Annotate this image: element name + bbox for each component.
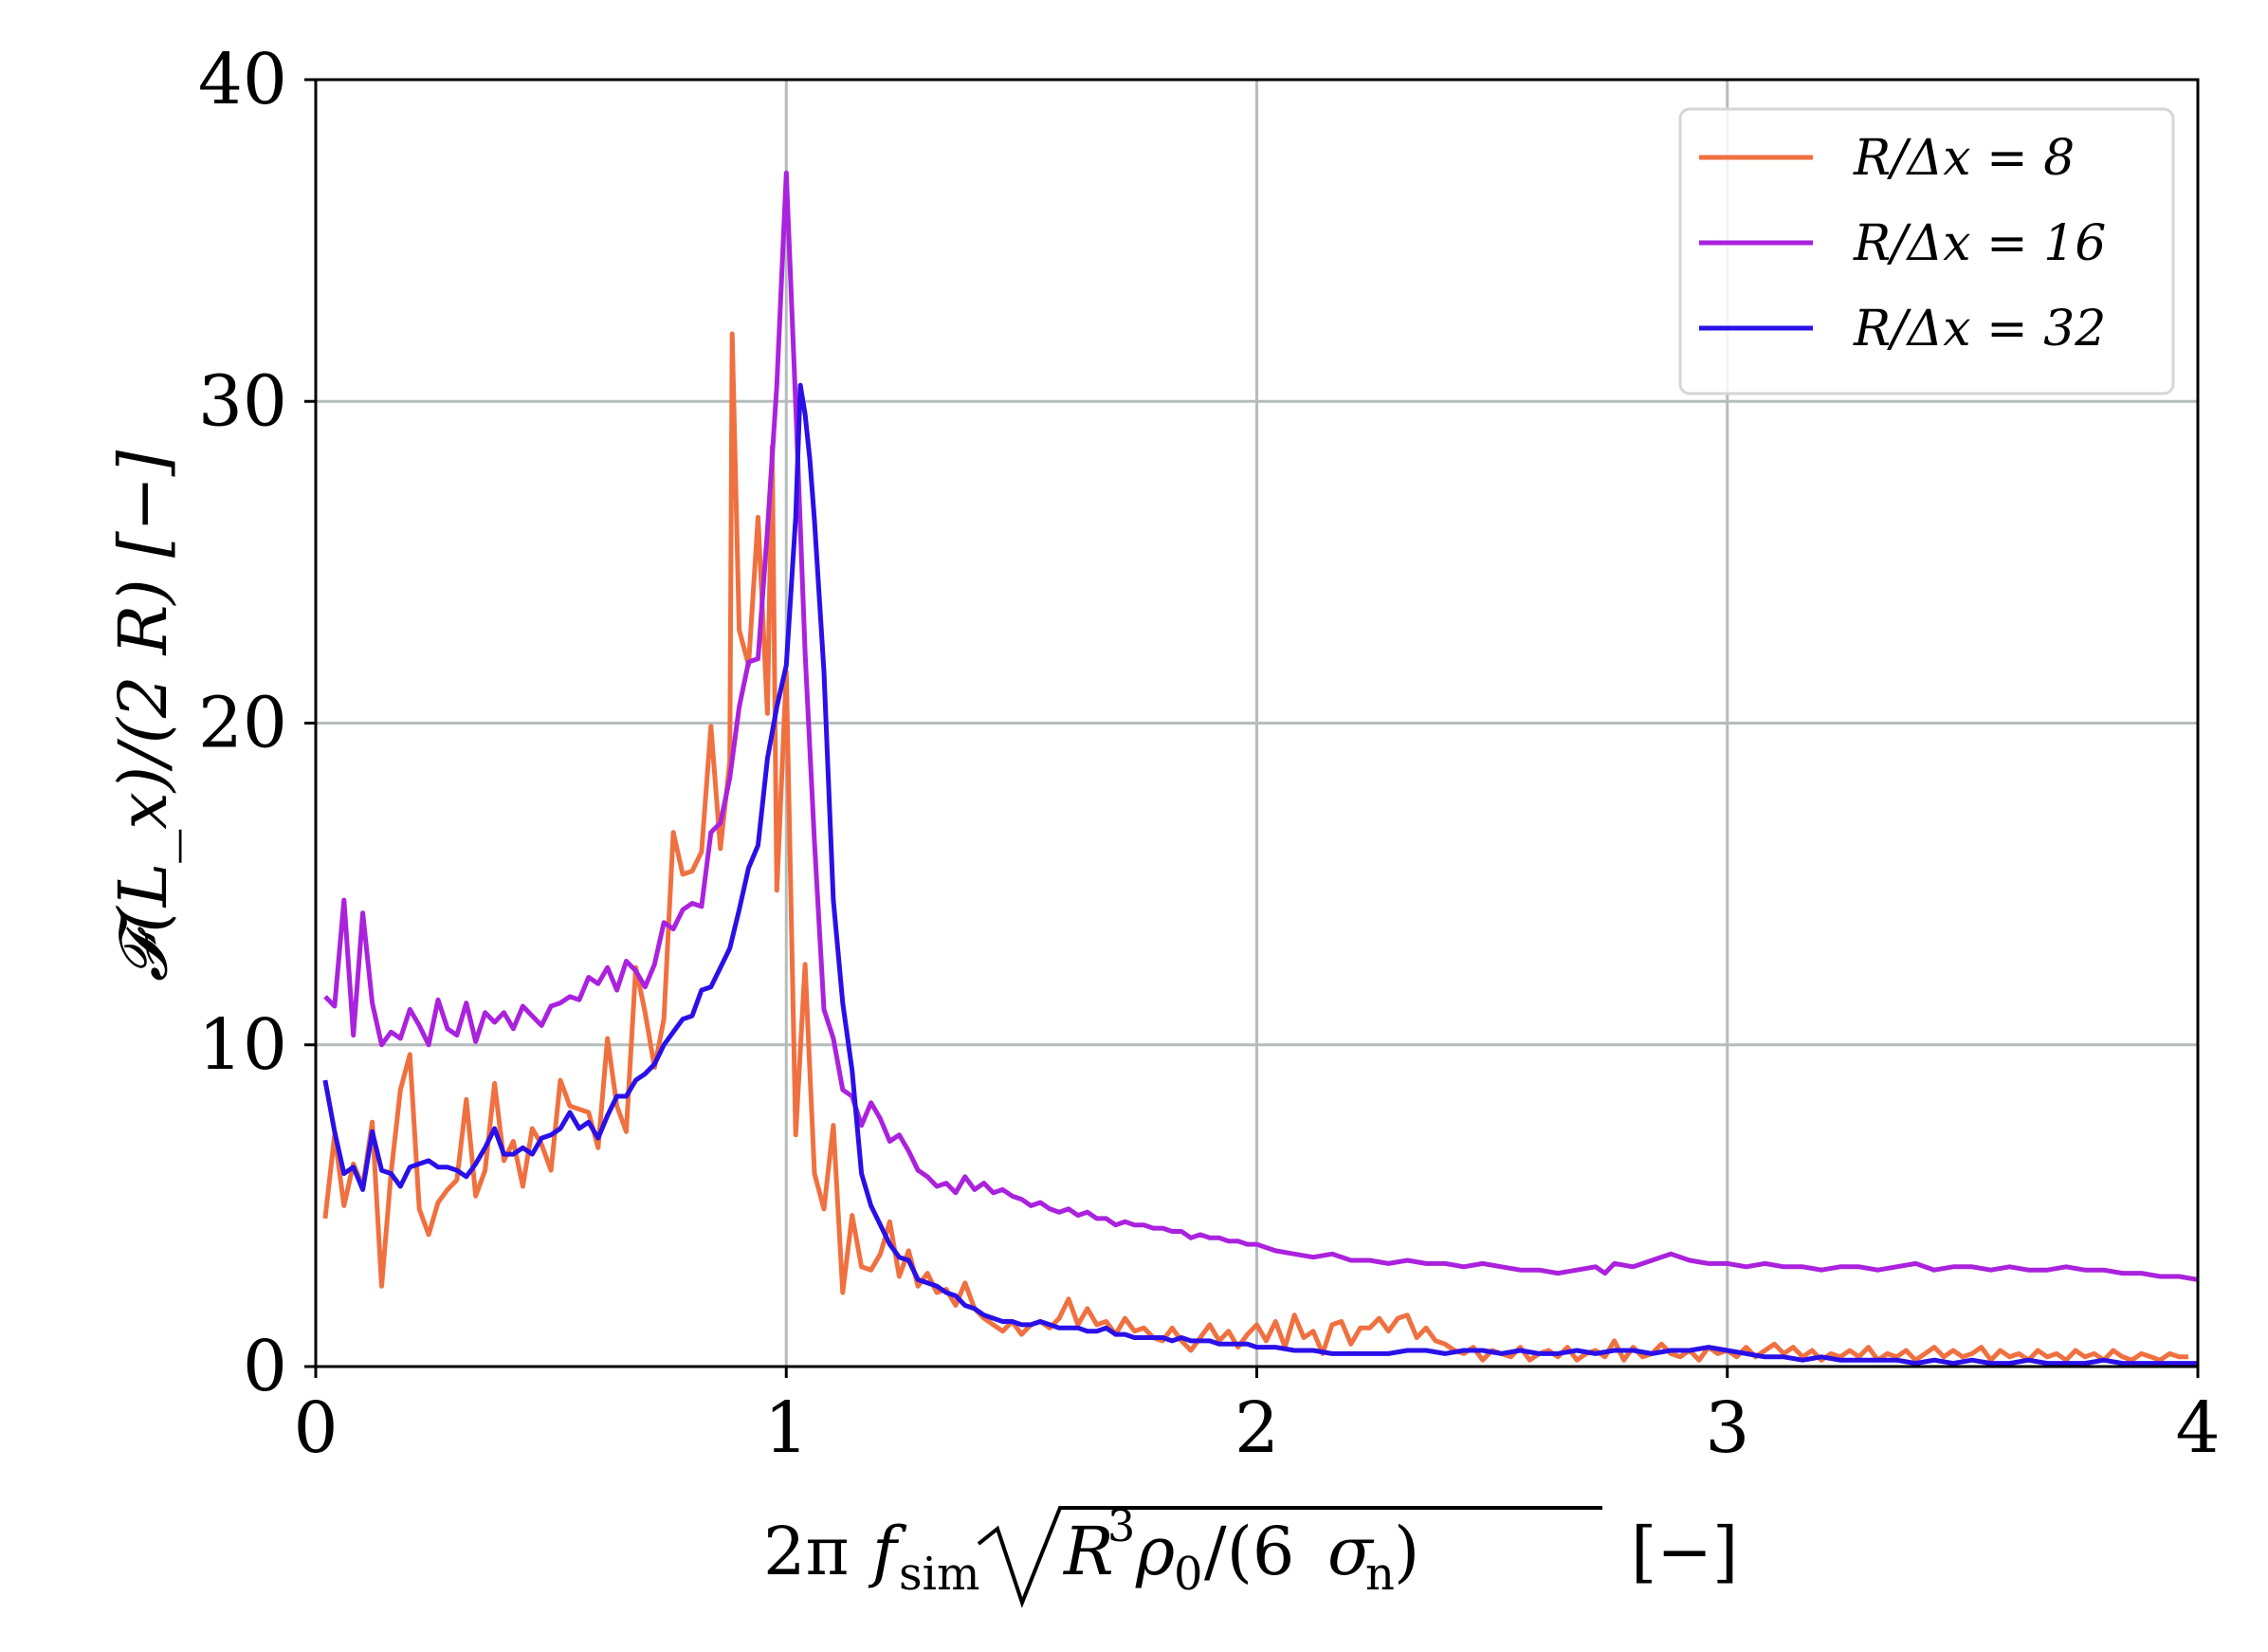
- svg-text:ρ: ρ: [1135, 1513, 1175, 1590]
- svg-text:R: R: [1062, 1513, 1114, 1590]
- legend: R/Δx = 8 R/Δx = 16 R/Δx = 32: [1678, 107, 2175, 395]
- legend-label-0: R/Δx = 8: [1853, 130, 2075, 187]
- svg-text:2π: 2π: [763, 1513, 850, 1590]
- x-axis-label-text: 2π f_sim √(R³ρ₀/(6 σ_n)) [−]: [1138, 1610, 1164, 1613]
- legend-box: [1678, 107, 2175, 395]
- x-tick-label-3: 3: [1705, 1387, 1749, 1469]
- svg-text:0: 0: [1174, 1548, 1203, 1601]
- y-tick-label-3: 30: [198, 360, 287, 442]
- series-line-0: [322, 331, 2189, 1363]
- svg-text:/(6: /(6: [1204, 1513, 1294, 1590]
- legend-label-1: R/Δx = 16: [1853, 215, 2106, 272]
- x-tick-label-4: 4: [2175, 1387, 2220, 1469]
- x-tick-label-1: 1: [764, 1387, 809, 1469]
- x-tick-label-0: 0: [293, 1387, 338, 1469]
- y-tick-label-0: 0: [243, 1326, 287, 1407]
- svg-text:): ): [1394, 1513, 1419, 1590]
- svg-text:σ: σ: [1327, 1513, 1375, 1590]
- y-tick-label-2: 20: [198, 683, 287, 764]
- svg-text:sim: sim: [899, 1548, 980, 1601]
- svg-text:[−]: [−]: [1631, 1513, 1738, 1590]
- series-lines: [322, 170, 2198, 1367]
- series-line-1: [323, 170, 2198, 1282]
- svg-text:3: 3: [1107, 1500, 1135, 1551]
- series-line-2: [322, 382, 2198, 1367]
- x-axis-title: 2π f sim R 3 ρ 0 /(6 σ n ) [−] 2π f_sim …: [763, 1500, 1738, 1613]
- y-axis-title: 𝓕(L_x)/(2 R) [−]: [104, 450, 182, 982]
- legend-label-2: R/Δx = 32: [1853, 301, 2106, 358]
- svg-text:n: n: [1365, 1548, 1395, 1601]
- x-tick-label-2: 2: [1235, 1387, 1279, 1469]
- y-tick-label-4: 40: [198, 39, 287, 120]
- y-axis-label-text: 𝓕(L_x)/(2 R) [−]: [104, 450, 182, 982]
- y-tick-label-1: 10: [198, 1004, 287, 1086]
